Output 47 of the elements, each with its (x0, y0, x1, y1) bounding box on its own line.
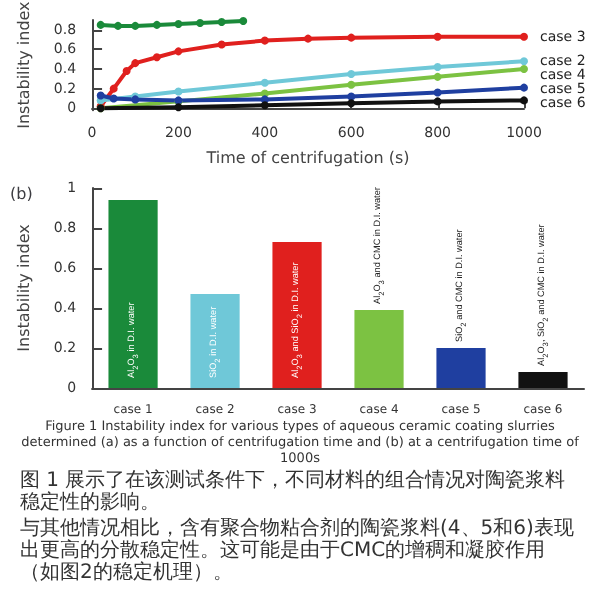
bar (272, 242, 322, 388)
point (196, 18, 205, 27)
bar (190, 294, 240, 388)
point (113, 21, 122, 30)
point (347, 92, 356, 101)
point (260, 36, 269, 45)
point (520, 32, 528, 41)
point (96, 20, 105, 29)
point (520, 57, 528, 66)
point (433, 72, 442, 81)
point (433, 63, 442, 72)
bar (108, 200, 158, 388)
point (347, 33, 356, 42)
point (152, 20, 161, 29)
point (347, 80, 356, 89)
point (152, 53, 161, 62)
point (174, 47, 183, 56)
point (520, 65, 528, 74)
point (217, 40, 226, 49)
point (260, 78, 269, 87)
point (217, 17, 226, 26)
y-axis-title: Instability index (15, 223, 33, 352)
bar (354, 310, 404, 388)
caption: 图 1 展示了在该测试条件下，不同材料的组合情况对陶瓷浆料稳定性的影响。 (18, 468, 568, 516)
point (174, 103, 183, 112)
point (109, 84, 118, 93)
point (239, 16, 248, 25)
bar (436, 348, 486, 388)
point (347, 69, 356, 78)
point (520, 83, 528, 92)
chart-title: (b) (10, 185, 33, 203)
point (174, 87, 183, 96)
y-axis-title: Instability index (15, 0, 33, 129)
point (304, 34, 313, 43)
text: 与其他情况相比，含有聚合物粘合剂的陶瓷浆料(4、5和6)表现出更高的分散稳定性。这可能是由于CMC的增稠和凝胶作用（如图2的稳定机理）。 (18, 516, 576, 586)
point (131, 21, 140, 30)
point (109, 94, 118, 103)
point (520, 96, 528, 105)
point (433, 88, 442, 97)
x-axis-title: Time of centrifugation (s) (204, 149, 410, 167)
point (433, 97, 442, 106)
point (433, 32, 442, 41)
point (131, 59, 140, 68)
bar (518, 372, 568, 388)
point (96, 91, 105, 100)
point (174, 19, 183, 28)
point (122, 66, 131, 75)
